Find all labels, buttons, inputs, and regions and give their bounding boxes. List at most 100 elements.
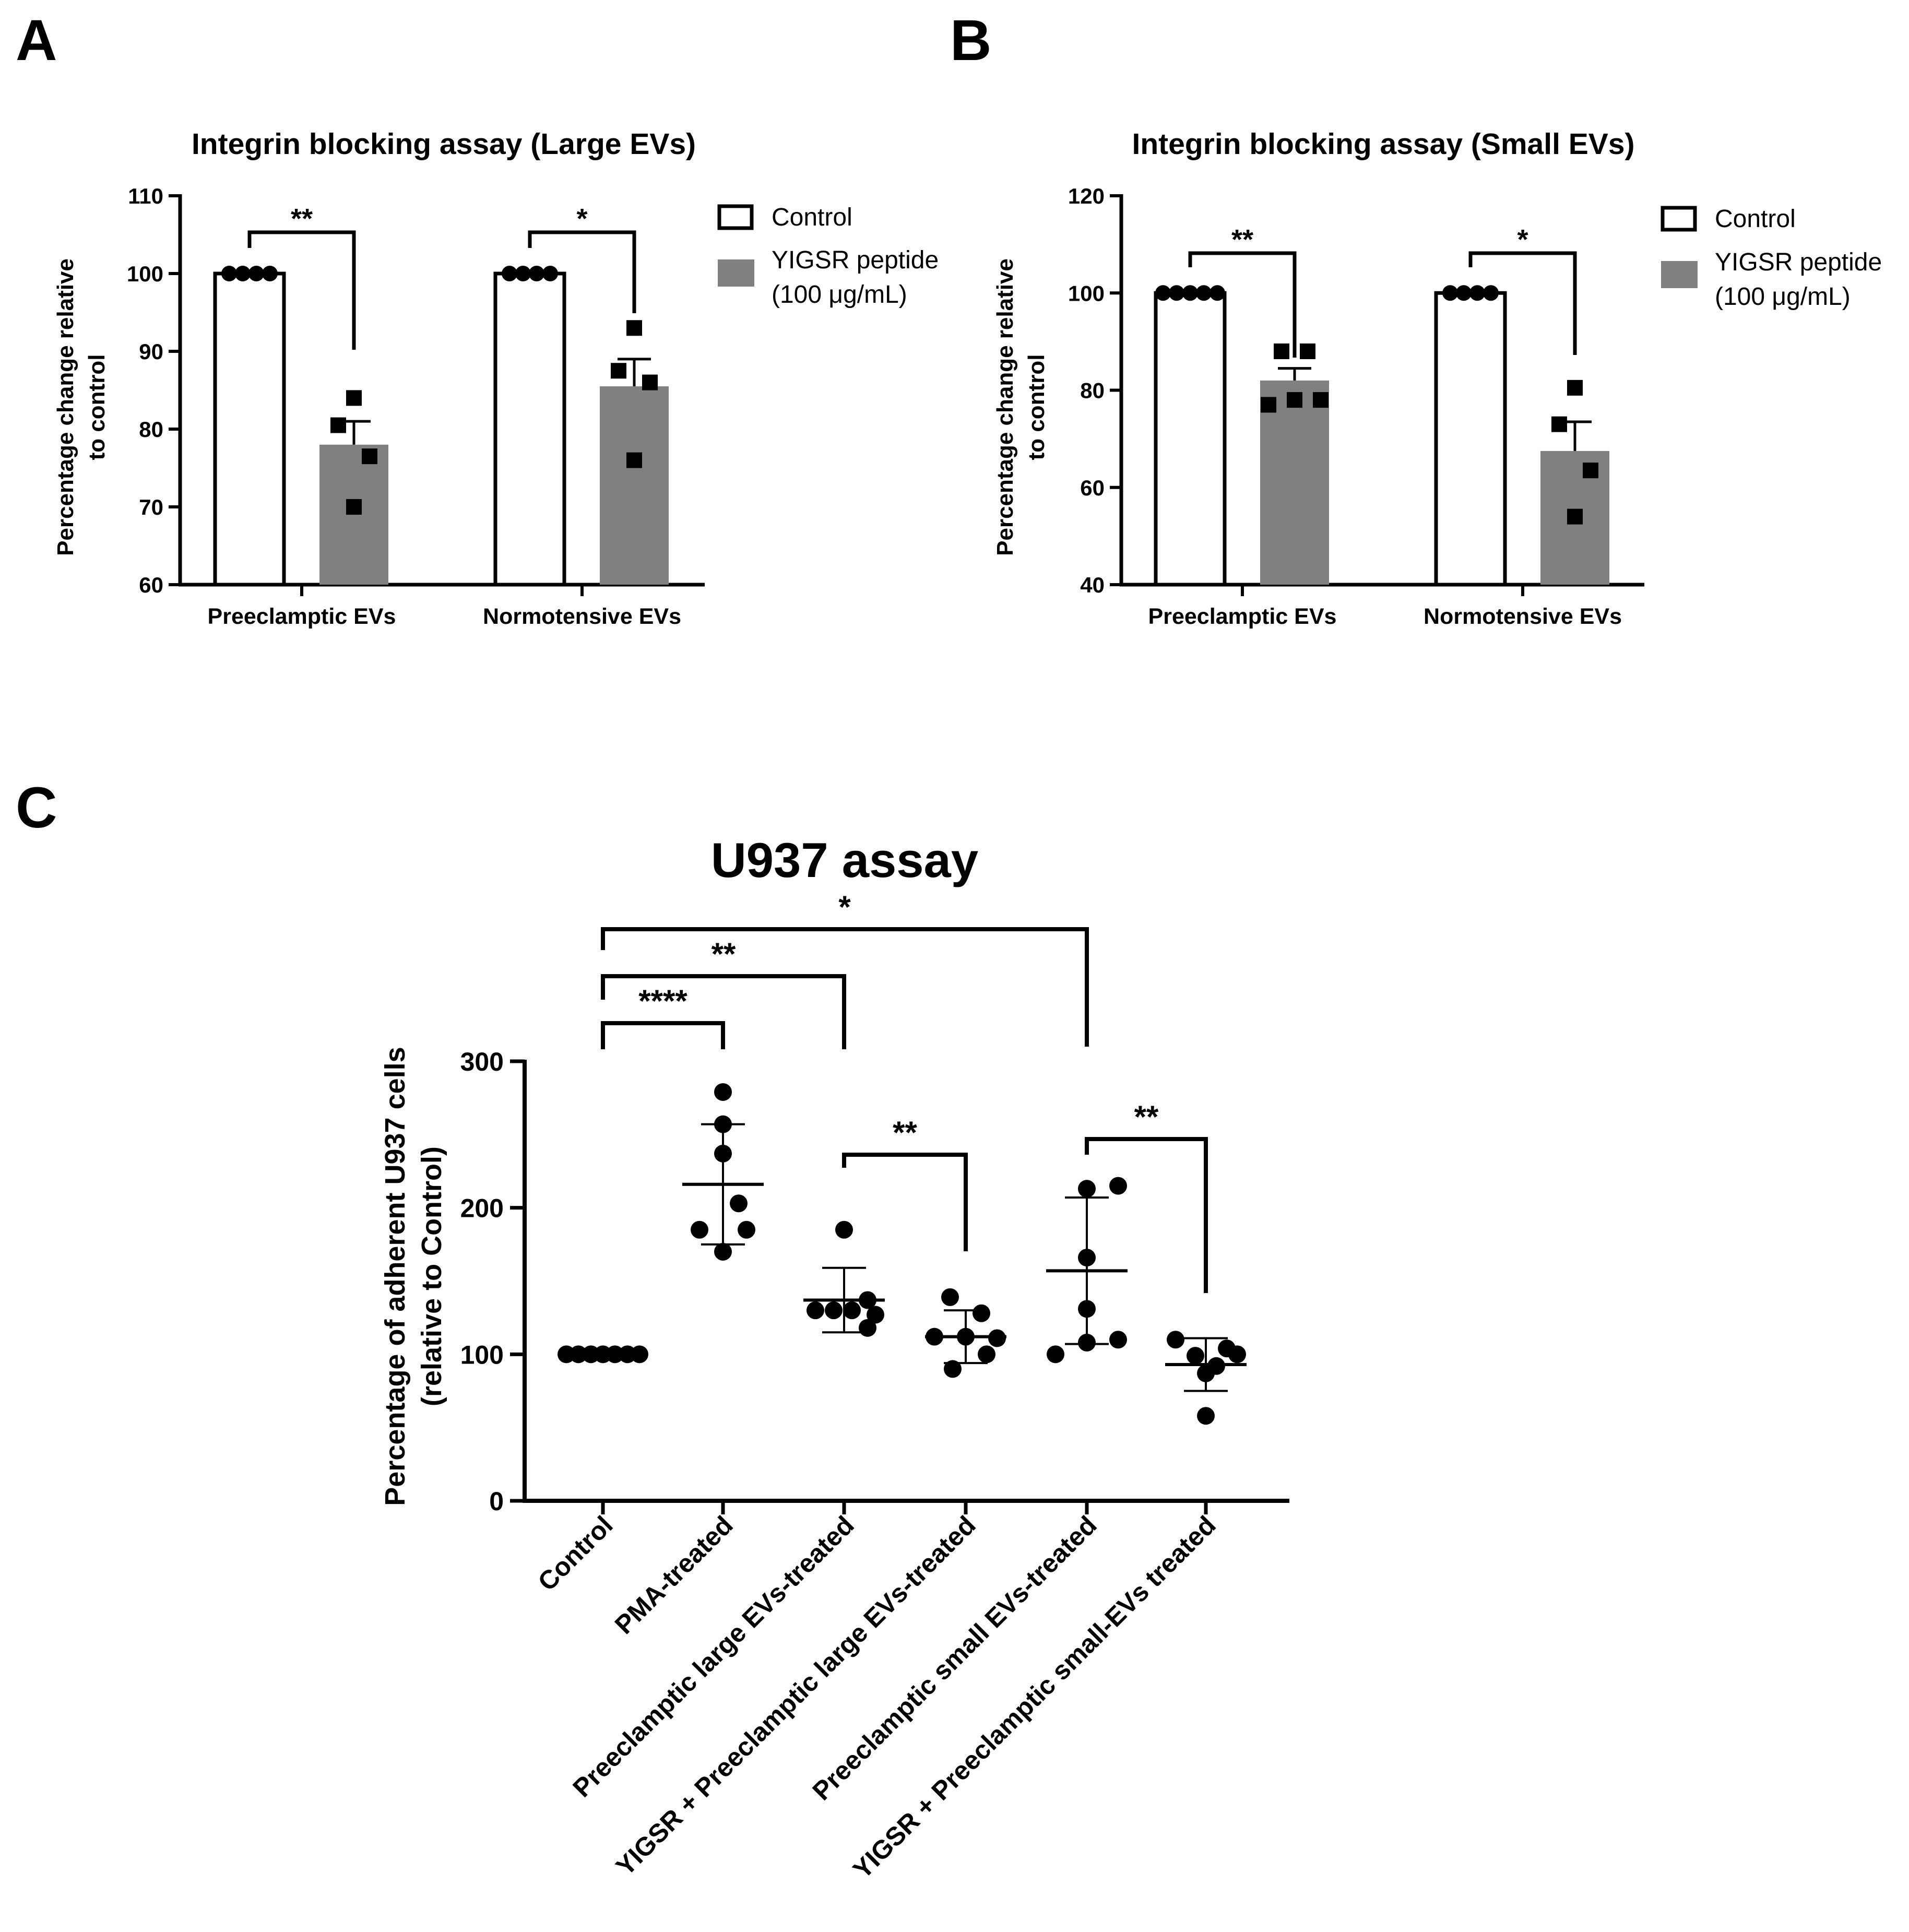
panel-c-point — [1047, 1345, 1064, 1364]
panel-c-significance-label: **** — [638, 983, 687, 1018]
panel-c-point — [867, 1306, 884, 1324]
panel-c-point — [1109, 1331, 1127, 1349]
panel-c-point — [944, 1360, 962, 1378]
panel-c-significance-label: * — [838, 890, 851, 924]
panel-c-title: U937 assay — [711, 833, 978, 887]
panel-a-point-control — [542, 266, 558, 281]
panel-b-point-control — [1210, 285, 1225, 301]
panel-c-point — [941, 1288, 959, 1306]
panel-c-point — [859, 1319, 876, 1337]
panel-c-ytick-label: 100 — [460, 1340, 504, 1369]
panel-c-point — [825, 1301, 843, 1320]
panel-c-point — [714, 1242, 732, 1261]
panel-c-significance-bracket — [601, 974, 846, 1049]
panel-b-legend-control-label: Control — [1715, 205, 1796, 233]
panel-a-ytick-label: 80 — [139, 417, 163, 442]
panel-c-point — [1167, 1331, 1184, 1349]
panel-b-significance-bracket — [1468, 251, 1577, 355]
panel-c-ytick-label: 0 — [489, 1487, 504, 1516]
panel-c-point — [978, 1345, 995, 1364]
panel-a-legend-yigsr-label-line1: YIGSR peptide — [772, 246, 939, 274]
panel-c-point — [714, 1083, 732, 1101]
panel-b-ytick-label: 100 — [1068, 281, 1105, 305]
panel-a-point-yigsr — [626, 320, 642, 336]
panel-a-point-control — [515, 266, 531, 281]
panel-c-point — [1197, 1407, 1215, 1425]
panel-b-significance-label: * — [1517, 224, 1528, 255]
panel-a-point-yigsr — [346, 499, 362, 515]
panel-a-category-preeclamptic: Preeclamptic EVs — [208, 604, 396, 629]
panel-b-point-yigsr — [1567, 380, 1583, 396]
panel-a-legend-control-swatch — [717, 204, 754, 230]
panel-c-significance-bracket — [601, 927, 1089, 1047]
panel-a-ytick-label: 70 — [139, 495, 163, 519]
panel-b-point-yigsr — [1313, 392, 1329, 408]
panel-a-ylabel-line1: Percentage change relative — [53, 258, 78, 556]
panel-a-legend-yigsr-label-line2: (100 μg/mL) — [772, 281, 907, 309]
panel-c-significance-bracket — [1085, 1137, 1208, 1293]
panel-a-legend: Control YIGSR peptide (100 μg/mL) — [717, 204, 939, 309]
panel-a-ytick-label: 100 — [127, 262, 163, 286]
panel-a-legend-control-label: Control — [772, 204, 852, 231]
panel-a-significance-label: * — [576, 203, 587, 234]
panel-c-significance-label: ** — [893, 1115, 917, 1150]
panel-a-point-control — [502, 266, 517, 281]
panel-b-ylabel-line2: to control — [1024, 354, 1049, 460]
panel-a-point-yigsr — [642, 374, 658, 390]
panel-b-point-control — [1442, 285, 1458, 301]
panel-a-point-yigsr — [626, 452, 642, 468]
panel-b-point-yigsr — [1261, 397, 1276, 413]
panel-b-point-control — [1155, 285, 1171, 301]
panel-c-ylabel-line1: Percentage of adherent U937 cells — [380, 1047, 411, 1506]
panel-c-point — [1187, 1347, 1204, 1365]
panel-b-category-preeclamptic: Preeclamptic EVs — [1148, 604, 1337, 629]
panel-label-c: C — [16, 776, 57, 840]
panel-b-ytick-label: 80 — [1080, 378, 1105, 403]
panel-b-chart: Integrin blocking assay (Small EVs) Perc… — [992, 127, 1882, 629]
panel-b-point-control — [1169, 285, 1184, 301]
panel-c-ytick-label: 200 — [460, 1194, 504, 1223]
panel-b-legend: Control YIGSR peptide (100 μg/mL) — [1661, 205, 1882, 311]
panel-a-point-yigsr — [362, 448, 377, 465]
panel-c-point — [973, 1304, 990, 1322]
panel-b-title: Integrin blocking assay (Small EVs) — [1132, 127, 1635, 161]
panel-c-ytick-label: 300 — [460, 1047, 504, 1076]
panel-b-point-control — [1469, 285, 1485, 301]
panel-a-title: Integrin blocking assay (Large EVs) — [192, 127, 696, 161]
panel-c-significance-bracket — [601, 1021, 725, 1049]
panel-b-legend-yigsr-label-line2: (100 μg/mL) — [1715, 283, 1851, 311]
panel-a-point-control — [248, 266, 264, 281]
panel-c-category-label: PMA-treated — [609, 1510, 739, 1640]
panel-c-point — [807, 1301, 824, 1320]
panel-b-legend-control-swatch — [1661, 206, 1697, 232]
panel-a-significance-label: ** — [291, 203, 313, 234]
panel-a-point-control — [235, 266, 251, 281]
panel-c-point — [1228, 1345, 1246, 1364]
panel-a-point-control — [529, 266, 544, 281]
panel-c-significance-label: ** — [712, 937, 736, 971]
panel-a-point-yigsr — [346, 390, 362, 406]
panel-a-bar-control — [493, 271, 566, 587]
panel-b-ytick-label: 120 — [1068, 184, 1105, 208]
panel-b-point-control — [1196, 285, 1212, 301]
panel-c-point — [835, 1220, 853, 1239]
panel-b-point-yigsr — [1300, 343, 1315, 359]
panel-b-point-yigsr — [1583, 463, 1598, 479]
panel-c-significance-label: ** — [1134, 1099, 1159, 1134]
panel-a-ylabel-line2: to control — [84, 354, 110, 460]
panel-b-bar-control — [1154, 291, 1227, 587]
panel-a-bar-control — [213, 271, 286, 587]
panel-a-category-normotensive: Normotensive EVs — [483, 604, 681, 629]
panel-b-point-yigsr — [1551, 416, 1567, 432]
panel-b-ytick-label: 40 — [1080, 573, 1105, 597]
panel-a-significance-bracket — [528, 230, 636, 313]
panel-b-point-yigsr — [1567, 508, 1583, 525]
panel-c-point — [730, 1194, 748, 1213]
panel-c-category-label: Control — [532, 1510, 619, 1596]
panel-b-category-normotensive: Normotensive EVs — [1424, 604, 1622, 629]
panel-a-ytick-label: 60 — [139, 573, 163, 597]
panel-a-ytick-label: 110 — [128, 184, 163, 208]
panel-b-point-control — [1456, 285, 1472, 301]
panel-b-ylabel-line1: Percentage change relative — [992, 258, 1018, 556]
